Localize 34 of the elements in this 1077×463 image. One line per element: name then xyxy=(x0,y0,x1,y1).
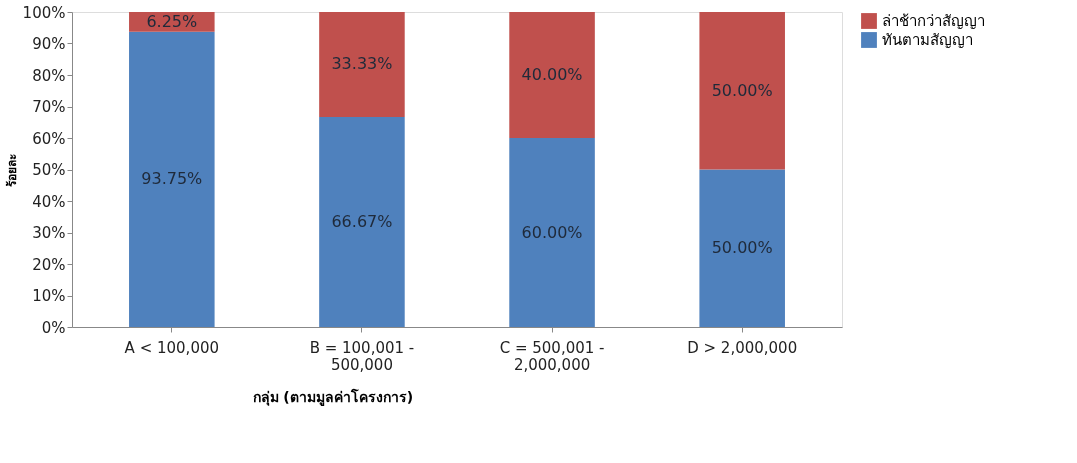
x-tick-label: B = 100,001 - 500,000 xyxy=(309,338,415,374)
y-axis-title: ร้อยละ xyxy=(4,153,19,187)
bar xyxy=(319,12,405,117)
bar xyxy=(699,169,785,327)
y-tick-label: 100% xyxy=(22,3,66,22)
data-label: 40.00% xyxy=(521,65,583,84)
data-label: 66.67% xyxy=(331,211,393,231)
y-tick-label: 90% xyxy=(32,35,66,53)
data-label: 6.25% xyxy=(146,11,198,31)
bar xyxy=(509,12,595,138)
x-tick-label: A < 100,000 xyxy=(124,338,220,357)
bar xyxy=(699,12,785,170)
data-label: 50.00% xyxy=(711,80,773,100)
data-label: 33.33% xyxy=(331,54,393,74)
y-tick-label: 10% xyxy=(32,287,66,305)
y-tick-label: 60% xyxy=(32,129,66,148)
x-tick-label: C = 500,001 - 2,000,000 xyxy=(499,338,605,374)
y-tick-label: 0% xyxy=(41,318,66,337)
bar xyxy=(509,138,595,327)
y-tick-label: 40% xyxy=(32,192,66,211)
y-tick-label: 70% xyxy=(32,98,66,116)
bar xyxy=(319,116,405,327)
y-tick-label: 50% xyxy=(32,161,66,179)
legend-label: ล่าช้ากว่าสัญญา xyxy=(882,12,985,30)
legend-label: ทันตามสัญญา xyxy=(882,31,973,49)
bar xyxy=(129,31,215,327)
y-tick-label: 20% xyxy=(32,255,66,274)
data-label: 93.75% xyxy=(141,169,203,189)
x-axis-title: กลุ่ม (ตามมูลค่าโครงการ) xyxy=(252,387,414,406)
y-tick-label: 80% xyxy=(32,66,66,85)
data-label: 50.00% xyxy=(711,238,773,258)
y-tick-label: 30% xyxy=(32,224,66,242)
x-tick-label: D > 2,000,000 xyxy=(687,338,798,357)
data-label: 60.00% xyxy=(521,222,583,242)
